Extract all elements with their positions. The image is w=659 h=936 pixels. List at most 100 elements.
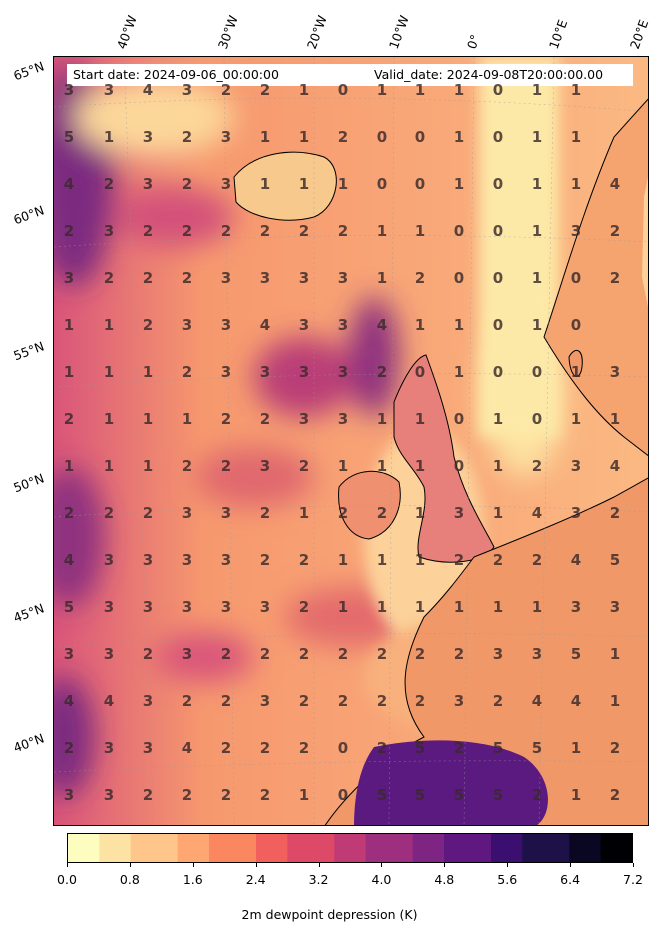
grid-value: 0 <box>414 175 426 193</box>
grid-value: 2 <box>220 222 232 240</box>
lat-label-45n: 45°N <box>11 600 47 626</box>
colorbar-segment <box>146 834 163 862</box>
grid-value: 1 <box>103 410 115 428</box>
grid-value: 2 <box>103 504 115 522</box>
grid-value: 1 <box>531 598 543 616</box>
grid-value: 0 <box>531 410 543 428</box>
grid-value: 1 <box>142 457 154 475</box>
colorbar-segment <box>475 834 492 862</box>
grid-value: 3 <box>220 175 232 193</box>
colorbar-segment <box>224 834 241 862</box>
grid-value: 1 <box>453 316 465 334</box>
grid-value: 2 <box>63 739 75 757</box>
lat-label-40n: 40°N <box>11 730 47 756</box>
grid-value: 2 <box>220 81 232 99</box>
colorbar-segment <box>161 834 179 862</box>
lat-label-50n: 50°N <box>11 470 47 496</box>
grid-value: 1 <box>453 128 465 146</box>
grid-value: 2 <box>337 504 349 522</box>
grid-value: 3 <box>492 645 504 663</box>
colorbar-segment <box>83 834 100 862</box>
grid-value: 1 <box>570 175 582 193</box>
grid-value: 3 <box>220 504 232 522</box>
grid-value: 2 <box>453 551 465 569</box>
grid-value: 3 <box>453 692 465 710</box>
grid-value: 2 <box>298 457 310 475</box>
grid-value: 3 <box>63 645 75 663</box>
grid-value: 2 <box>181 692 193 710</box>
grid-value: 1 <box>63 316 75 334</box>
grid-value: 2 <box>220 457 232 475</box>
colorbar-segment <box>99 834 116 862</box>
grid-value: 1 <box>414 598 426 616</box>
colorbar-tick-label: 6.4 <box>560 872 581 887</box>
lon-label-30w: 30°W <box>214 13 241 51</box>
grid-value: 3 <box>63 786 75 804</box>
colorbar-segment <box>177 834 194 862</box>
colorbar-segment <box>256 834 273 862</box>
grid-value: 3 <box>142 598 154 616</box>
grid-value: 1 <box>453 598 465 616</box>
grid-value: 1 <box>531 316 543 334</box>
lat-label-55n: 55°N <box>11 338 47 364</box>
colorbar-segment <box>600 834 617 862</box>
colorbar-tick-label: 5.6 <box>497 872 518 887</box>
grid-value: 0 <box>453 457 465 475</box>
grid-value: 2 <box>259 786 271 804</box>
grid-value: 1 <box>609 410 621 428</box>
grid-value: 0 <box>376 175 388 193</box>
lon-label-20w: 20°W <box>303 13 330 51</box>
grid-value: 0 <box>453 269 465 287</box>
grid-value: 2 <box>181 175 193 193</box>
grid-value: 0 <box>453 222 465 240</box>
grid-value: 5 <box>492 739 504 757</box>
grid-value: 1 <box>531 269 543 287</box>
grid-value: 2 <box>337 692 349 710</box>
grid-value: 1 <box>453 81 465 99</box>
grid-value: 3 <box>103 551 115 569</box>
grid-value: 2 <box>298 551 310 569</box>
grid-value: 4 <box>63 175 75 193</box>
grid-value: 5 <box>63 598 75 616</box>
grid-value: 3 <box>570 504 582 522</box>
grid-value: 2 <box>220 645 232 663</box>
grid-value: 2 <box>181 269 193 287</box>
grid-value: 2 <box>298 739 310 757</box>
grid-value: 1 <box>570 363 582 381</box>
grid-value: 3 <box>220 598 232 616</box>
grid-value: 4 <box>63 692 75 710</box>
grid-value: 2 <box>220 739 232 757</box>
grid-value: 2 <box>376 692 388 710</box>
grid-value: 2 <box>142 222 154 240</box>
grid-value: 5 <box>609 551 621 569</box>
grid-value: 1 <box>63 363 75 381</box>
grid-value: 1 <box>453 175 465 193</box>
grid-value: 4 <box>63 551 75 569</box>
colorbar-tick-mark <box>129 863 131 867</box>
grid-value: 1 <box>609 692 621 710</box>
grid-value: 0 <box>492 81 504 99</box>
grid-value: 3 <box>259 269 271 287</box>
grid-value: 1 <box>181 410 193 428</box>
grid-value: 3 <box>220 316 232 334</box>
grid-value: 3 <box>142 551 154 569</box>
grid-value: 3 <box>103 739 115 757</box>
colorbar-tick-label: 1.6 <box>182 872 203 887</box>
grid-value: 0 <box>492 363 504 381</box>
colorbar-segment <box>397 834 414 862</box>
grid-value: 2 <box>259 222 271 240</box>
grid-value: 1 <box>492 504 504 522</box>
colorbar-tick-label: 3.2 <box>308 872 329 887</box>
grid-value: 1 <box>414 410 426 428</box>
grid-value: 5 <box>570 645 582 663</box>
grid-value: 3 <box>453 504 465 522</box>
grid-value: 3 <box>570 457 582 475</box>
grid-value: 3 <box>142 175 154 193</box>
grid-value: 3 <box>337 363 349 381</box>
grid-value: 1 <box>531 175 543 193</box>
colorbar-tick-label: 0.0 <box>57 872 77 887</box>
colorbar-segment <box>271 834 288 862</box>
grid-value: 5 <box>63 128 75 146</box>
colorbar-segment <box>522 834 539 862</box>
grid-value: 1 <box>298 786 310 804</box>
